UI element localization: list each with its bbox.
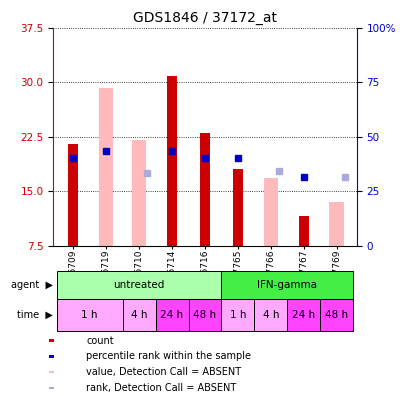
Bar (221, 271, 353, 299)
Bar (68, 144, 78, 246)
Bar (263, 178, 278, 246)
Text: 24 h: 24 h (292, 310, 315, 320)
Text: 4 h: 4 h (130, 310, 147, 320)
Bar (122, 299, 155, 331)
Text: 48 h: 48 h (193, 310, 216, 320)
Text: 1 h: 1 h (81, 310, 98, 320)
Bar (200, 133, 209, 246)
Bar (232, 169, 242, 246)
Text: 1 h: 1 h (229, 310, 246, 320)
Text: value, Detection Call = ABSENT: value, Detection Call = ABSENT (86, 367, 240, 377)
Bar (131, 139, 146, 246)
Text: untreated: untreated (113, 280, 164, 290)
Text: IFN-gamma: IFN-gamma (257, 280, 317, 290)
Text: 4 h: 4 h (262, 310, 279, 320)
Bar (254, 299, 287, 331)
Bar (155, 299, 188, 331)
Bar (56, 299, 122, 331)
Bar (99, 88, 113, 246)
Text: agent  ▶: agent ▶ (11, 280, 53, 290)
Bar (329, 202, 344, 246)
Bar (167, 76, 177, 246)
Bar (49, 339, 54, 342)
Bar (49, 387, 54, 389)
Text: count: count (86, 335, 113, 346)
Bar (188, 299, 221, 331)
Title: GDS1846 / 37172_at: GDS1846 / 37172_at (133, 11, 276, 25)
Text: 48 h: 48 h (325, 310, 348, 320)
Text: rank, Detection Call = ABSENT: rank, Detection Call = ABSENT (86, 383, 236, 393)
Bar (49, 371, 54, 373)
Bar (298, 217, 308, 246)
Bar (56, 271, 221, 299)
Bar (221, 299, 254, 331)
Bar (287, 299, 320, 331)
Bar (49, 355, 54, 358)
Bar (320, 299, 353, 331)
Text: time  ▶: time ▶ (17, 310, 53, 320)
Text: percentile rank within the sample: percentile rank within the sample (86, 351, 250, 362)
Text: 24 h: 24 h (160, 310, 183, 320)
